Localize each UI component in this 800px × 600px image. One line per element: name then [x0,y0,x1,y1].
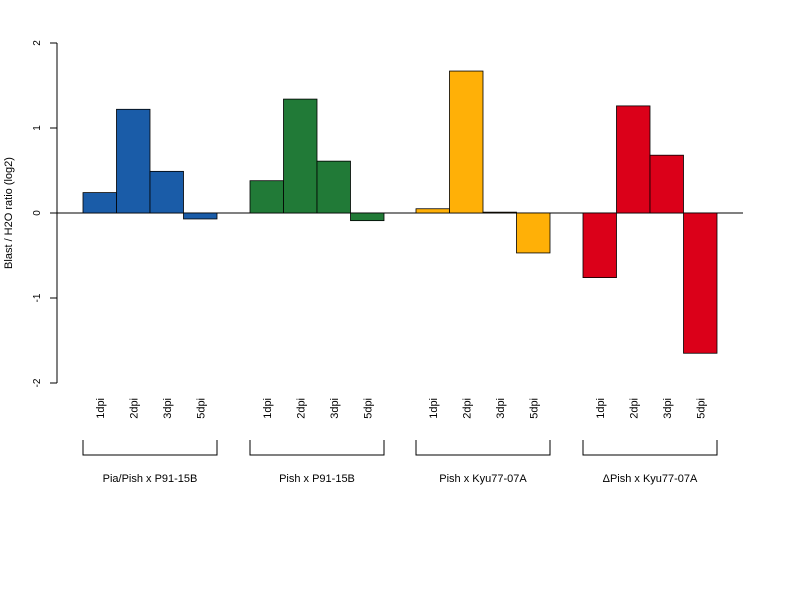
group-label: ΔPish x Kyu77-07A [603,473,698,485]
bar-2-3 [316,160,351,214]
x-tick-label: 5dpi [528,398,540,419]
bar-4-2 [616,105,651,214]
x-tick-label: 2dpi [295,398,307,419]
group-brackets: Pia/Pish x P91-15B Pish x P91-15B Pish x K… [82,440,718,485]
x-tick-label: 1dpi [428,398,440,419]
bar-4-1 [582,212,617,278]
bar-3-2 [449,70,484,214]
group-bracket [249,440,385,456]
y-tick-label: 0 [32,210,43,216]
x-tick-label: 3dpi [495,398,507,419]
x-tick-label: 5dpi [195,398,207,419]
bar-2-4 [350,212,385,222]
bar-4-4 [683,212,718,354]
bar-2-2 [283,98,318,214]
bar-2-1 [249,180,284,214]
x-tick-labels: 1dpi 2dpi 3dpi 5dpi 1dpi 2dpi 3dpi 5dpi 1dpi 2dpi… [95,398,708,419]
bar-3-1 [415,208,450,214]
y-tick-label: 2 [32,40,43,46]
group-label: Pia/Pish x P91-15B [103,473,198,485]
group-label: Pish x P91-15B [279,473,355,485]
group-bracket [582,440,718,456]
bar-1-4 [183,212,218,220]
x-tick-label: 2dpi [128,398,140,419]
y-tick-label: -2 [32,378,43,387]
x-tick-label: 1dpi [95,398,107,419]
bar-4-3 [649,154,684,214]
bars-layer [82,70,718,354]
x-tick-label: 5dpi [362,398,374,419]
bar-1-1 [82,192,117,214]
x-tick-label: 3dpi [162,398,174,419]
bar-3-3 [482,211,517,214]
group-label: Pish x Kyu77-07A [439,473,527,485]
bar-1-2 [116,108,151,214]
y-axis: -2 -1 0 1 2 [32,40,58,387]
x-tick-label: 1dpi [262,398,274,419]
x-tick-label: 2dpi [461,398,473,419]
bar-1-3 [149,170,184,214]
y-axis-label: Blast / H2O ratio (log2) [3,157,15,269]
group-bracket [415,440,551,456]
y-tick-label: 1 [32,125,43,131]
x-tick-label: 3dpi [662,398,674,419]
y-tick-label: -1 [32,293,43,302]
x-tick-label: 2dpi [628,398,640,419]
x-tick-label: 3dpi [329,398,341,419]
x-tick-label: 5dpi [695,398,707,419]
x-tick-label: 1dpi [595,398,607,419]
group-bracket [82,440,218,456]
bar-3-4 [516,212,551,254]
